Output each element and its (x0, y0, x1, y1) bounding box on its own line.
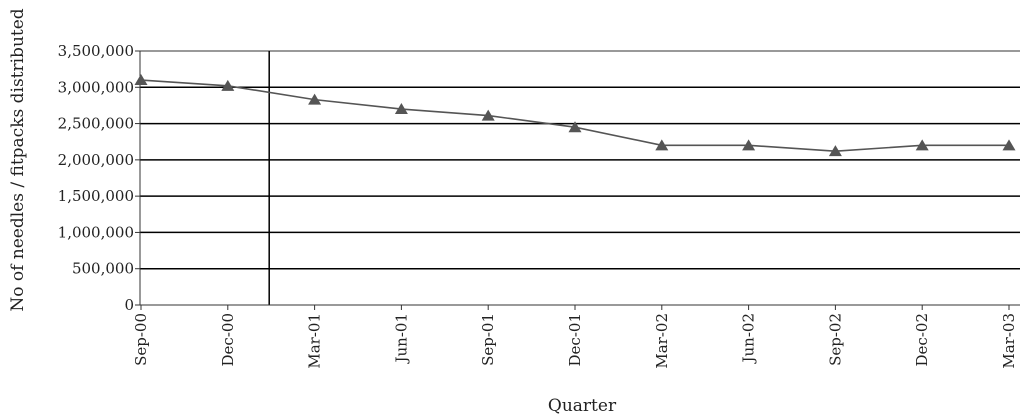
y-tick-label: 3,500,000 (58, 42, 134, 60)
y-tick-label: 0 (124, 296, 134, 314)
series-line (134, 74, 1016, 157)
x-tick-label: Jun-01 (392, 313, 410, 365)
x-tick-label: Dec-02 (913, 313, 931, 366)
gridlines (140, 50, 1020, 305)
x-tick-label: Sep-02 (826, 313, 844, 366)
data-point (134, 74, 148, 86)
x-tick-label: Mar-02 (653, 313, 671, 369)
y-axis-title: No of needles / fitpacks distributed (8, 8, 28, 311)
y-tick-label: 2,000,000 (58, 151, 134, 169)
data-point (1002, 139, 1016, 151)
series-path (140, 79, 1009, 152)
y-tick-label: 3,000,000 (58, 78, 134, 96)
y-tick-label: 2,500,000 (58, 115, 134, 133)
x-tick-label: Mar-01 (306, 313, 324, 369)
y-tick-label: 1,500,000 (58, 187, 134, 205)
y-tick-label: 1,000,000 (58, 223, 134, 241)
x-tick-label: Dec-01 (566, 313, 584, 366)
x-tick-label: Sep-00 (132, 313, 150, 366)
y-tick-label: 500,000 (72, 260, 134, 278)
x-tick-label: Sep-01 (479, 313, 497, 366)
x-tick-label: Dec-00 (219, 313, 237, 366)
data-point (915, 139, 929, 151)
data-point (308, 93, 322, 105)
data-point (828, 145, 842, 157)
x-tick-label: Jun-02 (740, 313, 758, 365)
data-point (394, 103, 408, 115)
data-point (481, 109, 495, 121)
x-axis-title: Quarter (548, 396, 617, 416)
x-tick-labels: Sep-00 Dec-00 Mar-01 Jun-01 Sep-01 Dec-01 Mar-… (132, 313, 1018, 369)
x-tick-label: Mar-03 (1000, 313, 1018, 369)
data-point (655, 139, 669, 151)
data-point (221, 79, 235, 91)
axes (135, 50, 1020, 310)
y-tick-labels: 0 500,000 1,000,000 1,500,000 2,000,000 2,500… (58, 42, 134, 314)
data-point (742, 139, 756, 151)
data-point (568, 121, 582, 133)
